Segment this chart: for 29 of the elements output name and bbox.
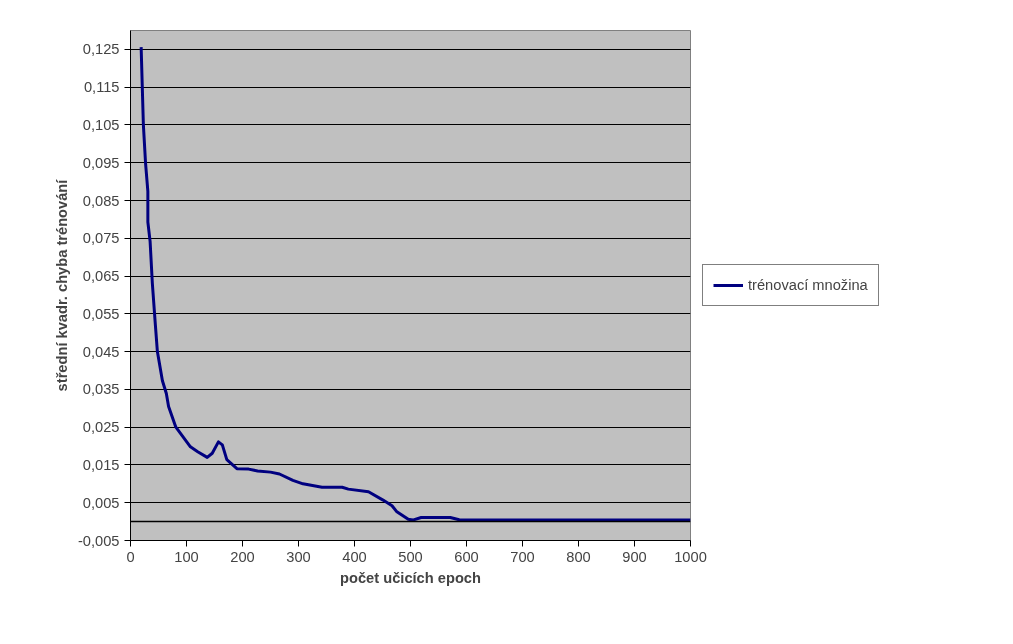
y-tick-label: 0,065 [82, 268, 120, 285]
x-tick-label: 700 [510, 548, 535, 565]
y-axis-title: střední kvadr. chyba trénování [53, 178, 70, 392]
y-tick-label: 0,055 [82, 305, 120, 322]
y-tick-label: 0,025 [82, 419, 120, 436]
legend-label: trénovací množina [748, 277, 868, 293]
x-tick-label: 200 [230, 548, 255, 565]
x-tick-label: 600 [454, 548, 479, 565]
y-tick-label: 0,075 [82, 230, 120, 247]
y-tick-label: 0,005 [82, 494, 120, 511]
x-tick-label: 1000 [674, 548, 707, 565]
y-tick-label: 0,125 [82, 41, 120, 58]
x-tick-label: 900 [622, 548, 647, 565]
y-tick-label: 0,085 [82, 192, 120, 209]
x-tick-label: 300 [286, 548, 311, 565]
x-axis-title: počet učicích epoch [340, 569, 481, 586]
y-tick-label: 0,035 [82, 381, 120, 398]
x-tick-label: 400 [342, 548, 367, 565]
y-tick-label: 0,115 [83, 79, 120, 96]
x-tick-label: 800 [566, 548, 591, 565]
x-tick-label: 500 [398, 548, 423, 565]
y-tick-label: -0,005 [77, 532, 120, 549]
y-tick-label: 0,015 [82, 456, 120, 473]
y-tick-label: 0,045 [82, 343, 120, 360]
line-series [139, 45, 691, 522]
x-tick-label: 0 [126, 548, 135, 565]
x-tick-label: 100 [174, 548, 199, 565]
y-tick-label: 0,095 [82, 154, 120, 171]
y-tick-label: 0,105 [82, 116, 120, 133]
